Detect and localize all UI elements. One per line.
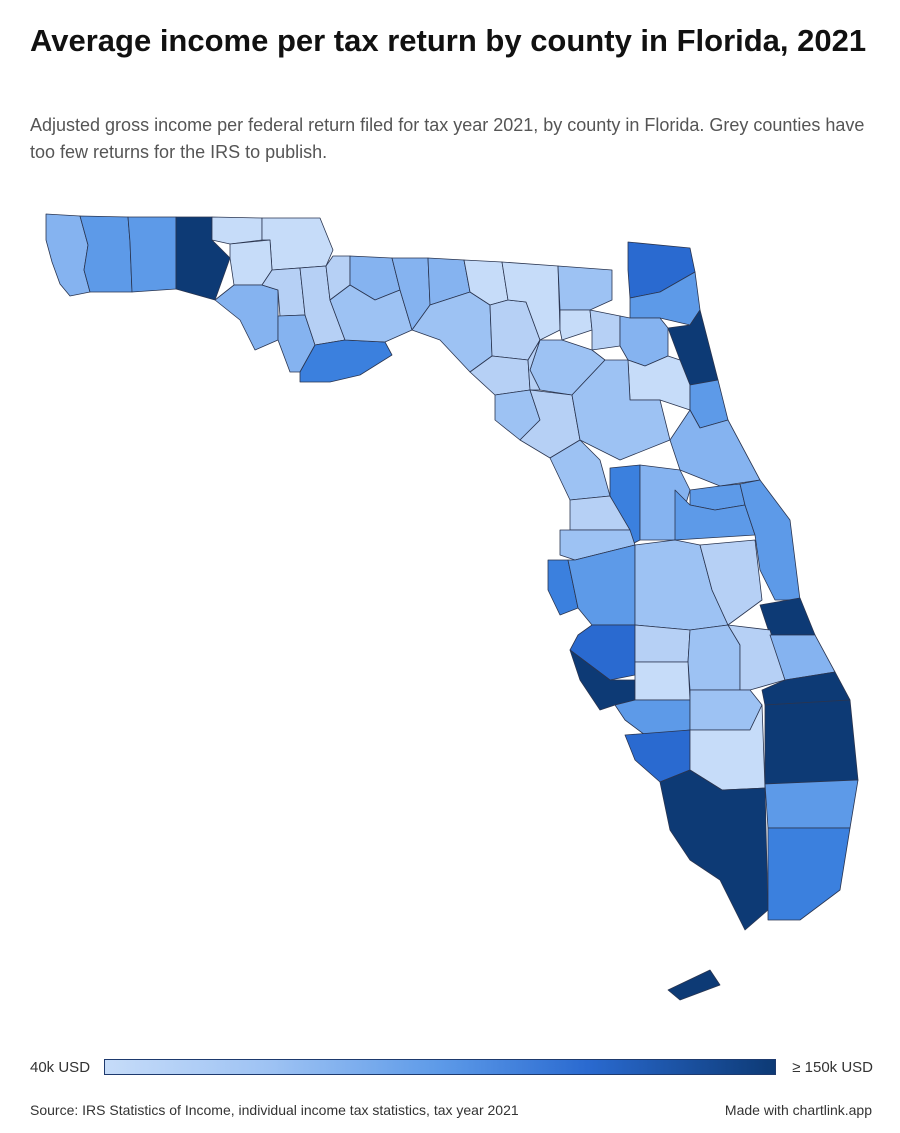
county-clay[interactable]: [619, 315, 669, 367]
county-gilchrist[interactable]: [527, 339, 541, 391]
color-legend: 40k USD ≥ 150k USD: [30, 1056, 875, 1080]
chart-title: Average income per tax return by county …: [30, 23, 867, 58]
county-bradford[interactable]: [589, 309, 621, 351]
county-washington[interactable]: [229, 239, 273, 286]
county-miami-dade[interactable]: [767, 827, 851, 921]
county-jackson[interactable]: [261, 217, 334, 271]
county-volusia[interactable]: [669, 409, 761, 487]
county-marion[interactable]: [571, 359, 671, 461]
county-santa-rosa[interactable]: [79, 215, 133, 293]
county-osceola[interactable]: [699, 539, 763, 626]
county-hardee[interactable]: [634, 624, 691, 663]
county-collier[interactable]: [659, 769, 769, 931]
county-charlotte[interactable]: [614, 699, 691, 736]
legend-gradient-bar: [104, 1059, 776, 1075]
county-baker[interactable]: [557, 265, 613, 311]
county-okaloosa[interactable]: [127, 216, 177, 293]
county-sumter[interactable]: [609, 464, 641, 546]
county-martin[interactable]: [761, 671, 851, 706]
source-note: Source: IRS Statistics of Income, indivi…: [30, 1102, 519, 1118]
county-citrus[interactable]: [549, 439, 611, 501]
county-broward[interactable]: [764, 779, 859, 829]
credit-link[interactable]: Made with chartlink.app: [724, 1102, 872, 1118]
county-glades[interactable]: [689, 689, 763, 731]
county-wakulla[interactable]: [329, 284, 413, 343]
county-brevard[interactable]: [739, 479, 801, 601]
legend-max-label: ≥ 150k USD: [792, 1059, 873, 1076]
florida-county-map: [45, 213, 859, 1001]
legend-min-label: 40k USD: [30, 1059, 91, 1076]
chart-subtitle: Adjusted gross income per federal return…: [30, 115, 865, 162]
county-highlands[interactable]: [687, 624, 741, 691]
county-desoto[interactable]: [634, 661, 691, 701]
county-bay[interactable]: [214, 284, 279, 351]
county-monroe[interactable]: [667, 969, 721, 1001]
county-palm-beach[interactable]: [764, 699, 859, 785]
county-union[interactable]: [559, 309, 593, 341]
county-holmes[interactable]: [211, 216, 263, 245]
